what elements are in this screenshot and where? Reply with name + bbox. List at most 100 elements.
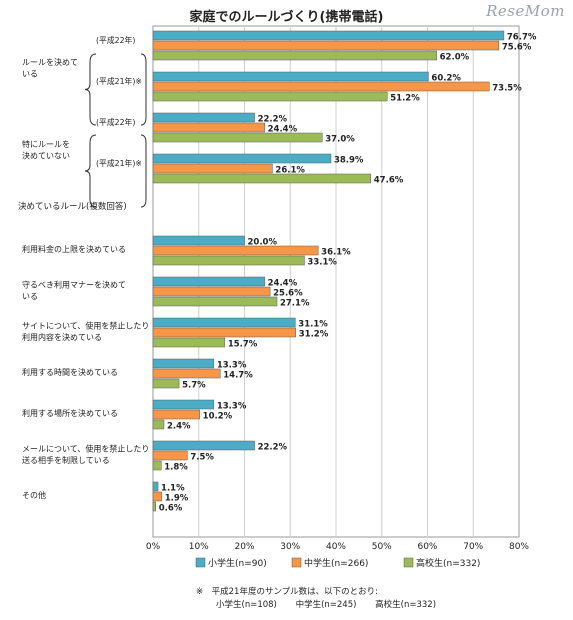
year-label: (平成21年)※ [96,76,142,86]
footnote-line: ※ 平成21年度のサンプル数は、以下のとおり: [196,587,379,597]
x-tick-label: 0% [146,542,161,552]
data-label: 13.3% [217,361,247,371]
bar-12-1 [152,481,159,492]
data-label: 60.2% [431,74,461,84]
data-label: 7.5% [190,453,214,463]
bar-12-3 [152,501,156,512]
x-tick-label: 60% [417,542,437,552]
legend-label-1: 小学生(n=90) [208,557,267,569]
data-label: 73.5% [492,84,522,94]
category-label: 利用する時間を決めている [22,367,118,377]
bar-9-3 [152,378,180,389]
category-label: 特にルールを [22,139,70,149]
x-tick-label: 20% [234,542,254,552]
footnote-sample-1: 小学生(n=108) [216,600,277,610]
brace-left [84,134,97,208]
category-label: 守るべき利用マナーを決めて [22,280,126,290]
data-label: 5.7% [182,381,206,391]
data-label: 75.6% [502,43,532,53]
bar-7-3 [152,296,278,307]
bar-3-1 [152,112,255,123]
data-label: 20.0% [248,238,278,248]
bar-12-2 [152,491,162,502]
category-label: 利用料金の上限を決めている [22,244,126,254]
bar-10-2 [152,409,200,420]
x-tick-label: 30% [280,542,300,552]
bar-3-2 [152,122,265,133]
bar-7-2 [152,286,271,297]
data-label: 33.1% [307,258,337,268]
bar-6-1 [152,235,245,246]
bar-2-3 [152,91,388,102]
bar-4-2 [152,163,273,174]
category-label: 利用する場所を決めている [22,408,118,418]
data-label: 2.4% [167,422,191,432]
bar-11-3 [152,460,162,471]
brace-left [84,53,97,126]
x-tick-label: 40% [326,542,346,552]
bar-4-1 [152,153,332,164]
year-label: (平成21年)※ [96,158,142,168]
category-label: 送る相手を制限している [22,455,110,465]
category-label: メールについて、使用を禁止したり [22,444,149,454]
bar-10-3 [152,419,165,430]
x-tick-label: 10% [189,542,209,552]
data-label: 26.1% [275,166,305,176]
bar-2-1 [152,71,429,82]
footnote: ※ 平成21年度のサンプル数は、以下のとおり: 小学生(n=108) 中学生(n… [196,586,452,612]
data-label: 62.0% [440,53,470,63]
bar-3-3 [152,132,323,143]
legend-swatch-1 [195,557,206,568]
data-label: 22.2% [258,115,288,125]
x-tick-label: 50% [372,542,392,552]
year-label: (平成22年) [96,117,135,127]
data-label: 51.2% [390,94,420,104]
bar-9-1 [152,358,215,369]
bar-11-1 [152,440,255,451]
bar-10-1 [152,399,215,410]
bar-8-1 [152,317,296,328]
legend-label-2: 中学生(n=266) [304,557,368,569]
bar-8-2 [152,327,296,338]
category-label: サイトについて、使用を禁止したり [22,321,149,331]
bar-7-1 [152,276,265,287]
data-label: 37.0% [325,135,355,145]
year-label: (平成22年) [96,35,135,45]
data-label: 36.1% [321,248,351,258]
category-label: いる [22,70,38,79]
data-label: 38.9% [334,156,364,166]
category-label: 決めていない [22,151,70,161]
bar-8-3 [152,337,226,348]
category-label: ルールを決めて [22,57,78,67]
bar-1-3 [152,50,437,61]
data-label: 27.1% [280,299,310,309]
footnote-sample-2: 中学生(n=245) [295,600,357,610]
bar-6-3 [152,255,305,266]
watermark-logo: ReseMom [486,2,565,20]
data-label: 1.1% [161,484,185,494]
data-label: 24.4% [268,125,298,135]
data-label: 22.2% [258,443,288,453]
data-label: 1.9% [165,494,189,504]
category-label: その他 [22,490,46,500]
data-label: 14.7% [223,371,253,381]
brace-right [140,53,147,126]
data-label: 25.6% [273,289,303,299]
data-label: 1.8% [164,463,188,473]
x-tick-label: 80% [509,542,529,552]
bar-11-2 [152,450,188,461]
category-label: いる [22,292,38,301]
footnote-sample-3: 高校生(n=332) [375,600,437,610]
data-label: 47.6% [374,176,404,186]
rule-section-heading: 決めているルール(複数回答) [18,201,127,212]
bar-9-2 [152,368,221,379]
brace-right [140,134,147,208]
data-label: 31.2% [299,330,329,340]
legend-swatch-2 [291,557,302,568]
category-label: 利用内容を決めている [22,332,102,342]
data-label: 13.3% [217,402,247,412]
data-label: 76.7% [507,33,537,43]
bar-6-2 [152,245,319,256]
bar-1-1 [152,30,505,41]
